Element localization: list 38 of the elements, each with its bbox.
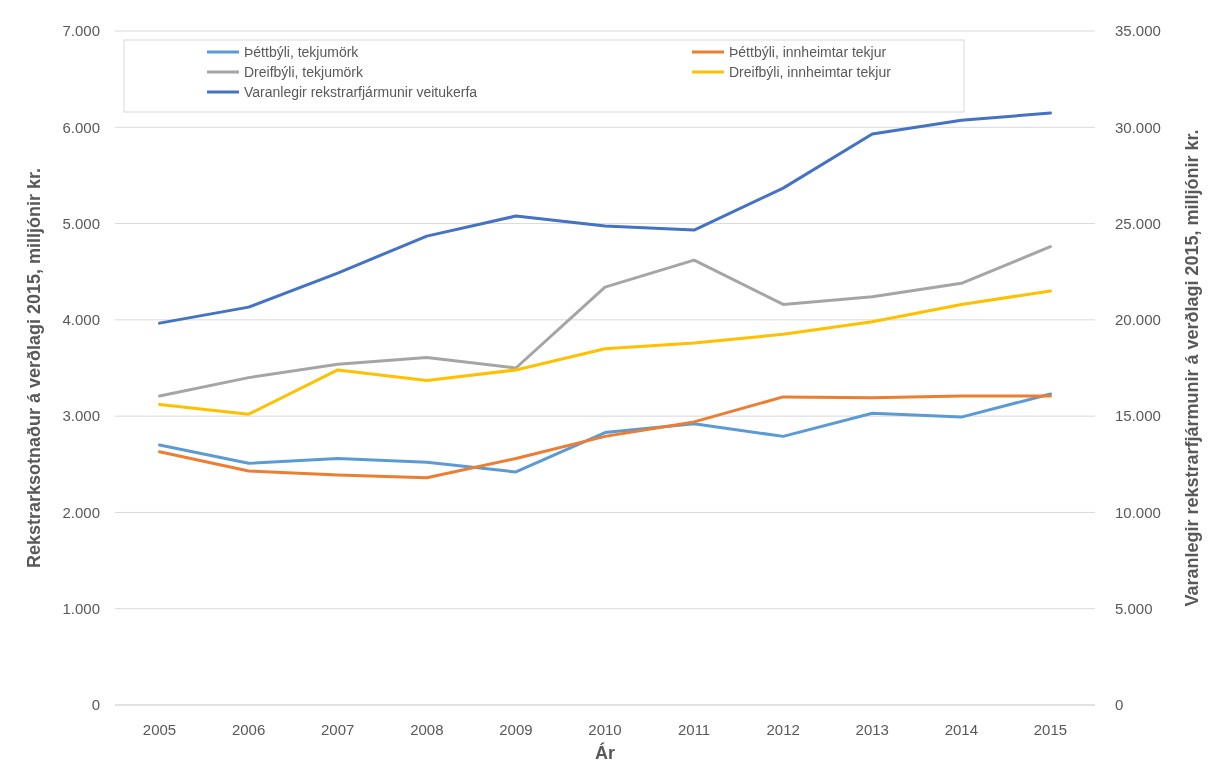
- y2-tick-label: 15.000: [1115, 407, 1161, 425]
- x-tick-label: 2008: [410, 721, 444, 738]
- y2-tick-label: 5.000: [1115, 599, 1153, 617]
- line-series: [158, 245, 1052, 398]
- x-tick-label: 2014: [944, 721, 979, 738]
- y2-axis-title: Varanlegir rekstrarfjármunir á verðlagi 2015, milljónir kr.: [1182, 129, 1202, 607]
- line-series: [158, 289, 1052, 416]
- y2-tick-label: 0: [1115, 696, 1124, 714]
- x-tick-label: 2013: [855, 721, 889, 738]
- x-tick-label: 2007: [321, 721, 355, 738]
- legend-label: Þéttbýli, tekjumörk: [244, 43, 360, 60]
- y-tick-label: 2.000: [62, 503, 100, 521]
- x-tick-label: 2009: [499, 721, 533, 738]
- y-tick-label: 0: [91, 696, 100, 714]
- legend-label: Dreifbýli, tekjumörk: [244, 63, 365, 80]
- x-axis-title: Ár: [594, 742, 616, 763]
- y2-tick-label: 20.000: [1115, 311, 1161, 329]
- y-tick-label: 6.000: [62, 118, 100, 136]
- y2-tick-label: 10.000: [1115, 503, 1161, 521]
- y2-tick-label: 30.000: [1115, 118, 1161, 136]
- line-series: [158, 111, 1052, 325]
- y-tick-label: 3.000: [62, 407, 100, 425]
- x-tick-label: 2012: [766, 721, 800, 738]
- y-axis-title: Rekstrarksotnaður á verðlagi 2015, milljónir kr.: [24, 167, 44, 569]
- x-tick-label: 2005: [142, 721, 177, 738]
- y-tick-label: 5.000: [62, 214, 100, 232]
- y-tick-label: 7.000: [62, 22, 100, 40]
- x-tick-label: 2015: [1033, 721, 1068, 738]
- y-tick-label: 1.000: [62, 599, 100, 617]
- y2-tick-label: 35.000: [1115, 22, 1161, 40]
- x-tick-label: 2011: [677, 721, 711, 738]
- x-tick-label: 2010: [588, 721, 622, 738]
- x-tick-label: 2006: [231, 721, 266, 738]
- y2-tick-label: 25.000: [1115, 214, 1161, 232]
- legend-label: Þéttbýli, innheimtar tekjur: [729, 43, 887, 60]
- legend-label: Varanlegir rekstrarfjármunir veitukerfa: [244, 83, 478, 100]
- legend-label: Dreifbýli, innheimtar tekjur: [729, 63, 892, 80]
- y-tick-label: 4.000: [62, 311, 100, 329]
